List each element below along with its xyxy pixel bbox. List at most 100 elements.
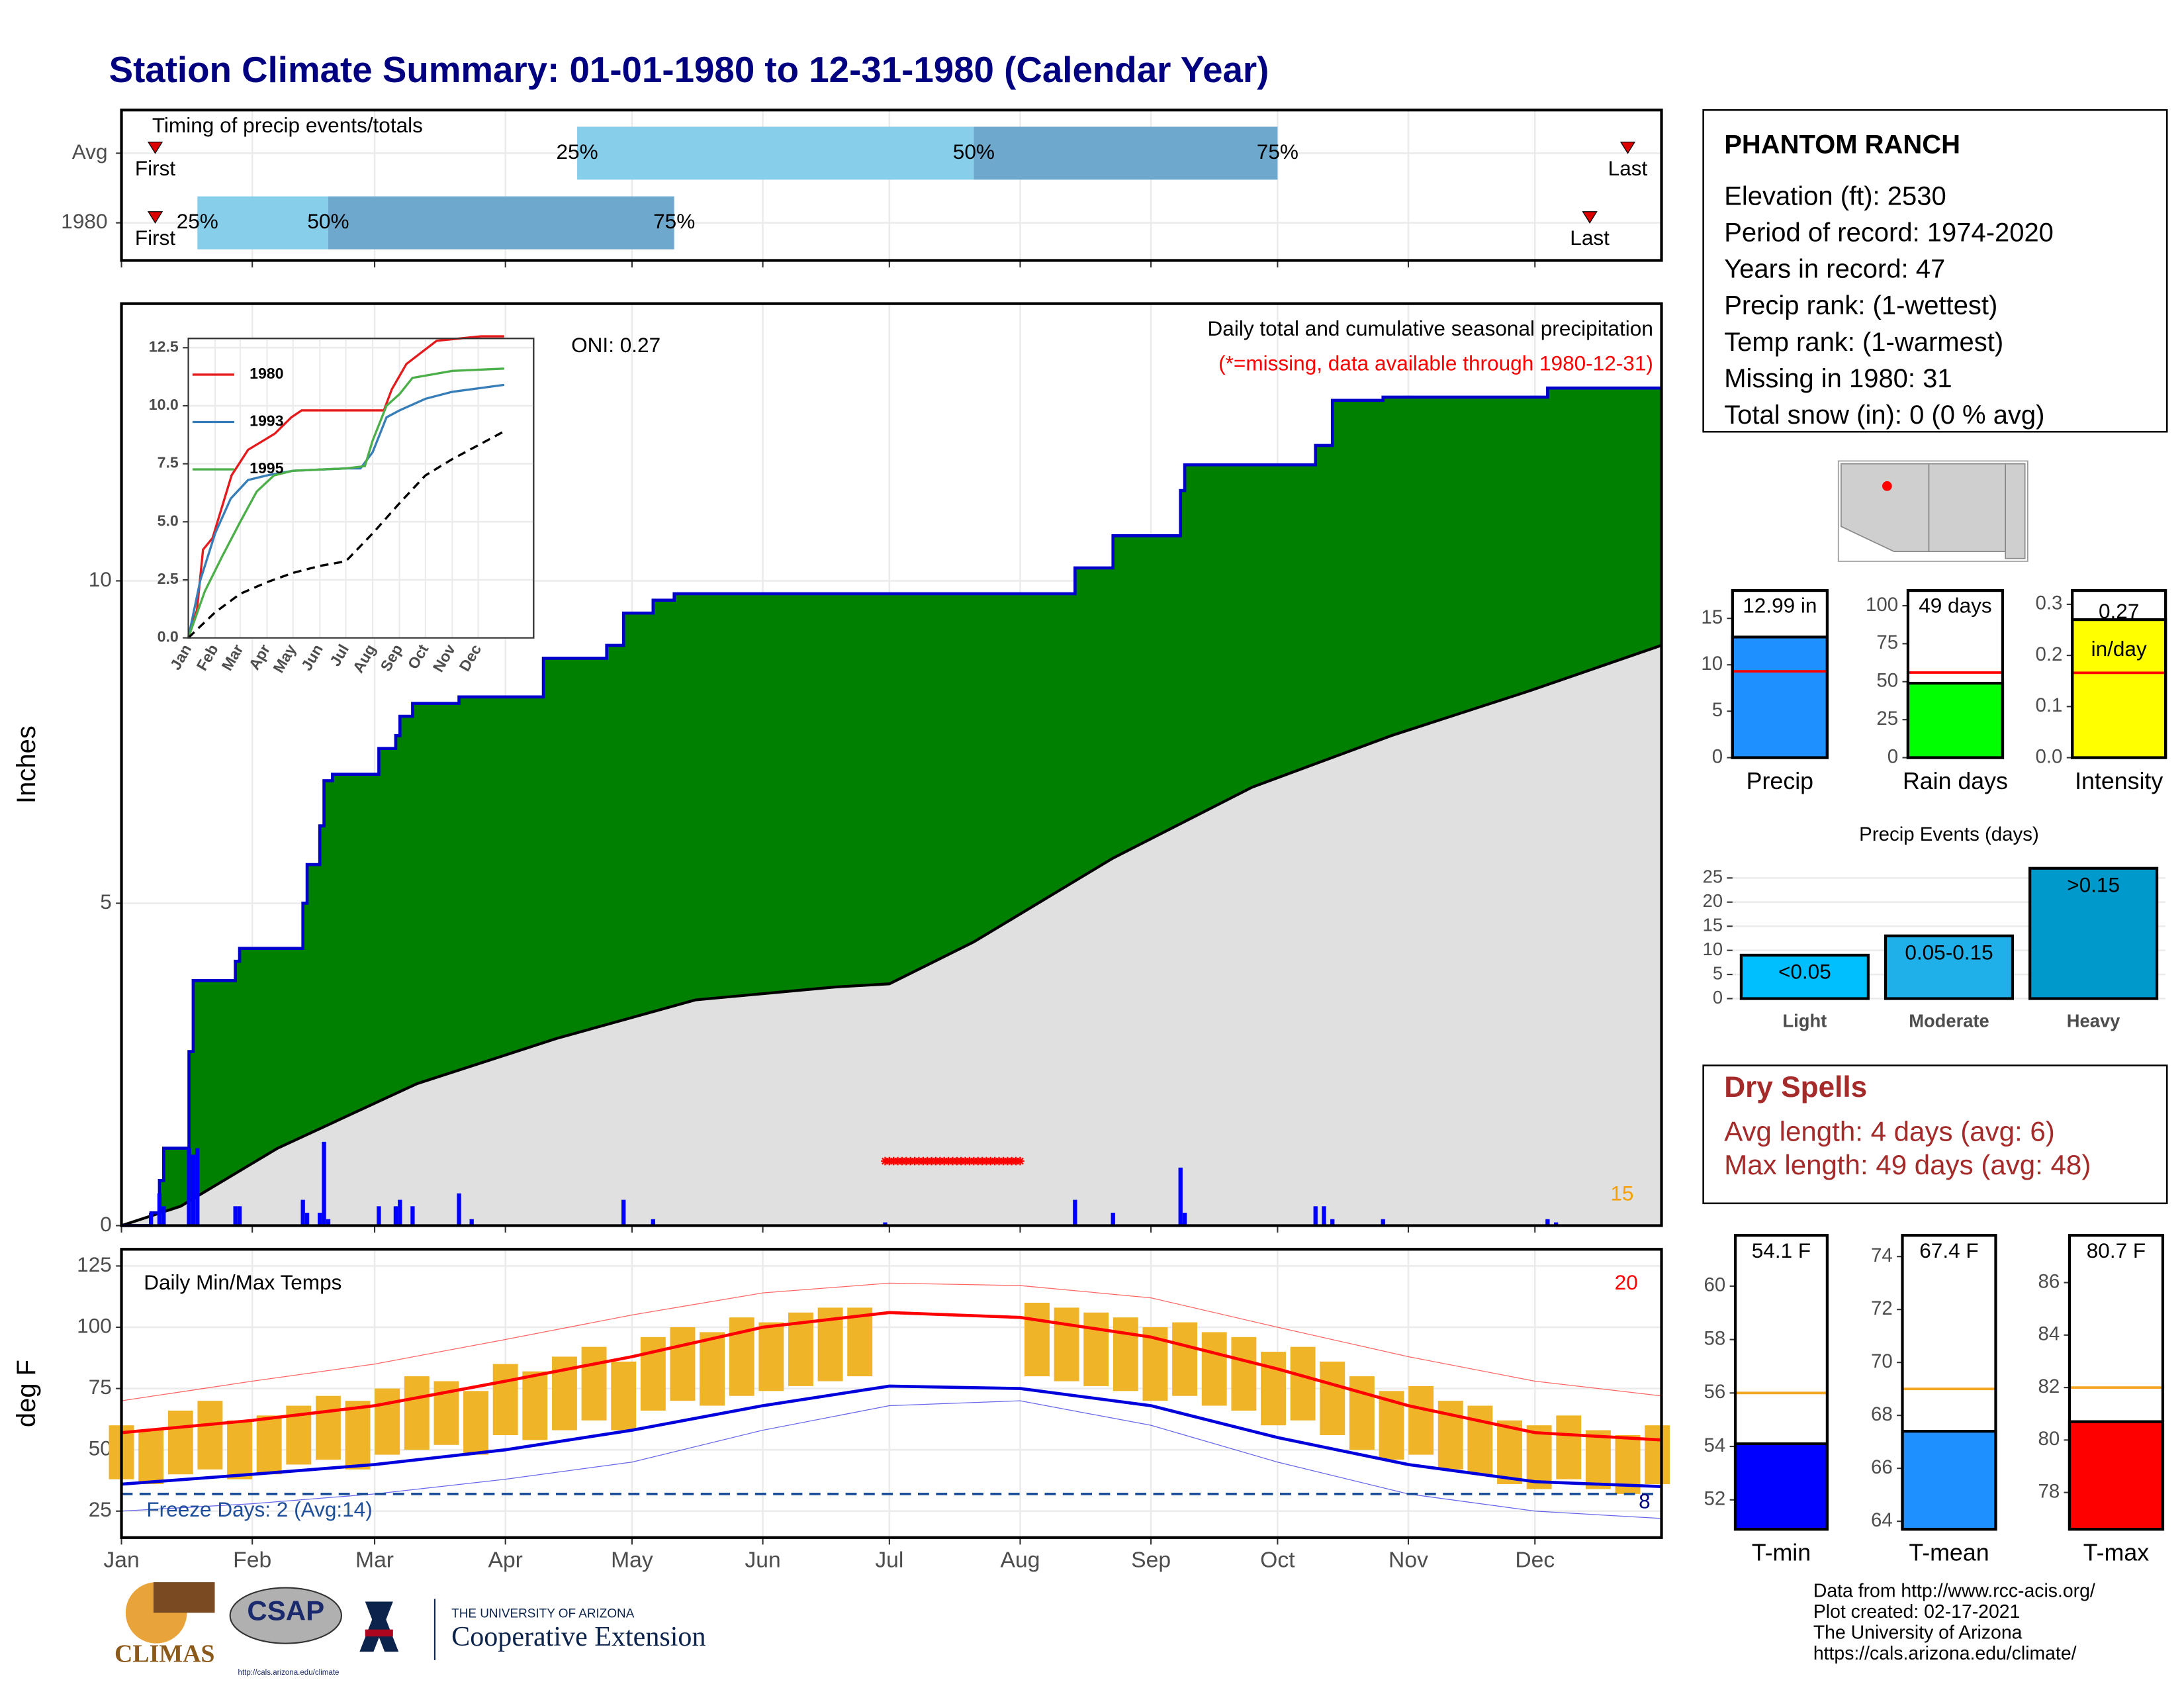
y-axis-label: Inches <box>12 726 41 804</box>
missing-marker <box>978 1156 987 1166</box>
y-tick-label: 25 <box>1703 867 1723 887</box>
y-tick-label: 0 <box>1888 745 1898 767</box>
temp-bar <box>1201 1332 1227 1406</box>
temp-bar <box>1113 1317 1138 1391</box>
panel-title: Precip Events (days) <box>1859 823 2039 845</box>
panel-title: Timing of precip events/totals <box>152 113 423 137</box>
temp-bar <box>138 1430 164 1485</box>
y-tick-label: 10 <box>1701 653 1723 675</box>
missing-marker <box>956 1156 966 1166</box>
y-tick-label: 75 <box>89 1375 112 1399</box>
daily-bar <box>322 1141 326 1226</box>
x-tick-label: Jun <box>745 1548 780 1572</box>
x-tick-label: Light <box>1782 1011 1827 1031</box>
csap-cloud <box>229 1587 343 1644</box>
panel-border <box>1906 588 2005 759</box>
daily-bar <box>377 1206 381 1226</box>
temp-bar <box>1437 1401 1463 1470</box>
y-tick-label: 84 <box>2038 1323 2060 1345</box>
y-tick-label: 0 <box>1712 745 1723 767</box>
panel-border <box>120 109 1663 262</box>
x-tick-label: Moderate <box>1909 1011 1989 1031</box>
footer-line: Data from http://www.rcc-acis.org/ <box>1813 1580 2095 1601</box>
timing-bar <box>197 196 328 250</box>
normal-area <box>121 645 1662 1226</box>
coop-ext: Cooperative Extension <box>451 1622 705 1652</box>
missing-marker <box>927 1156 936 1166</box>
y-tick-label: 100 <box>1866 594 1898 616</box>
missing-marker <box>885 1156 894 1166</box>
temp-bar <box>847 1307 873 1377</box>
daily-bar <box>157 1193 162 1226</box>
missing-marker <box>889 1156 898 1166</box>
daily-bar <box>410 1206 415 1226</box>
csap-url: http://cals.arizona.edu/climate <box>238 1669 340 1677</box>
x-tick-label: Sep <box>1131 1548 1171 1572</box>
temp-bar <box>581 1346 607 1421</box>
y-tick-label: 15 <box>1703 914 1723 935</box>
timing-marker <box>147 211 163 224</box>
daily-bar <box>393 1206 398 1226</box>
temp-bar <box>256 1415 282 1475</box>
daily-bar <box>469 1219 474 1226</box>
page-title: Station Climate Summary: 01-01-1980 to 1… <box>109 49 1269 90</box>
temp-bar <box>1497 1420 1522 1485</box>
missing-marker <box>931 1156 940 1166</box>
daily-bar <box>1178 1167 1183 1226</box>
series-line <box>187 430 505 639</box>
panel-border <box>2071 588 2167 759</box>
y-tick-label: 64 <box>1871 1509 1893 1531</box>
daily-bar <box>1313 1206 1318 1226</box>
temp-bar <box>522 1371 548 1440</box>
summary-bar <box>2068 1420 2165 1531</box>
normal-line <box>120 643 1662 1227</box>
daily-bar <box>457 1193 461 1226</box>
daily-bar <box>195 1148 200 1226</box>
missing-marker <box>948 1156 957 1166</box>
missing-marker <box>982 1156 991 1166</box>
missing-marker <box>970 1156 978 1166</box>
x-tick-label: Jan <box>103 1548 139 1572</box>
value-label: 49 days <box>1919 594 1992 618</box>
panel-border <box>2068 1234 2165 1531</box>
ua-a <box>359 1601 393 1652</box>
panel-title: Daily total and cumulative seasonal prec… <box>1208 316 1653 340</box>
temp-bar <box>1585 1430 1611 1489</box>
y-tick-label: 20 <box>1703 890 1723 911</box>
logos: CLIMAS CSAP http://cals.arizona.edu/clim… <box>114 1582 706 1677</box>
missing-marker <box>919 1156 928 1166</box>
timing-marker <box>147 141 163 154</box>
x-axis-label: T-min <box>1752 1539 1811 1566</box>
daily-bar <box>187 1148 191 1226</box>
timing-label: Last <box>1608 156 1648 180</box>
temp-bar <box>315 1395 341 1460</box>
daily-bar <box>1111 1213 1115 1226</box>
timing-label: 75% <box>653 209 695 233</box>
temp-bar <box>492 1364 518 1435</box>
bar-label: 0.05-0.15 <box>1905 940 1993 964</box>
count-label: 15 <box>1610 1182 1633 1205</box>
temp-bar <box>1526 1425 1552 1489</box>
y-tick-label: 1980 <box>61 209 107 233</box>
y-tick-label: 125 <box>77 1252 112 1276</box>
x-axis-label: T-max <box>2083 1539 2149 1566</box>
x-axis-label: Precip <box>1747 768 1813 794</box>
timing-label: 50% <box>953 140 995 164</box>
missing-marker <box>897 1156 907 1166</box>
temp-bar <box>404 1376 430 1450</box>
temp-bar <box>1408 1385 1434 1455</box>
missing-marker <box>902 1156 911 1166</box>
daily-bar <box>1330 1219 1335 1226</box>
y-tick-label: 0.0 <box>158 628 179 645</box>
x-tick-label: Heavy <box>2067 1011 2120 1031</box>
legend-label: 1980 <box>250 365 283 382</box>
y-tick-label: 2.5 <box>158 570 179 587</box>
summary-bar <box>1731 635 1829 759</box>
y-tick-label: Avg <box>72 140 108 164</box>
station-name: PHANTOM RANCH <box>1724 130 1960 159</box>
oni-label: ONI: 0.27 <box>571 333 660 357</box>
summary-bar <box>1901 1430 1997 1531</box>
y-tick-label: 50 <box>1876 670 1898 692</box>
